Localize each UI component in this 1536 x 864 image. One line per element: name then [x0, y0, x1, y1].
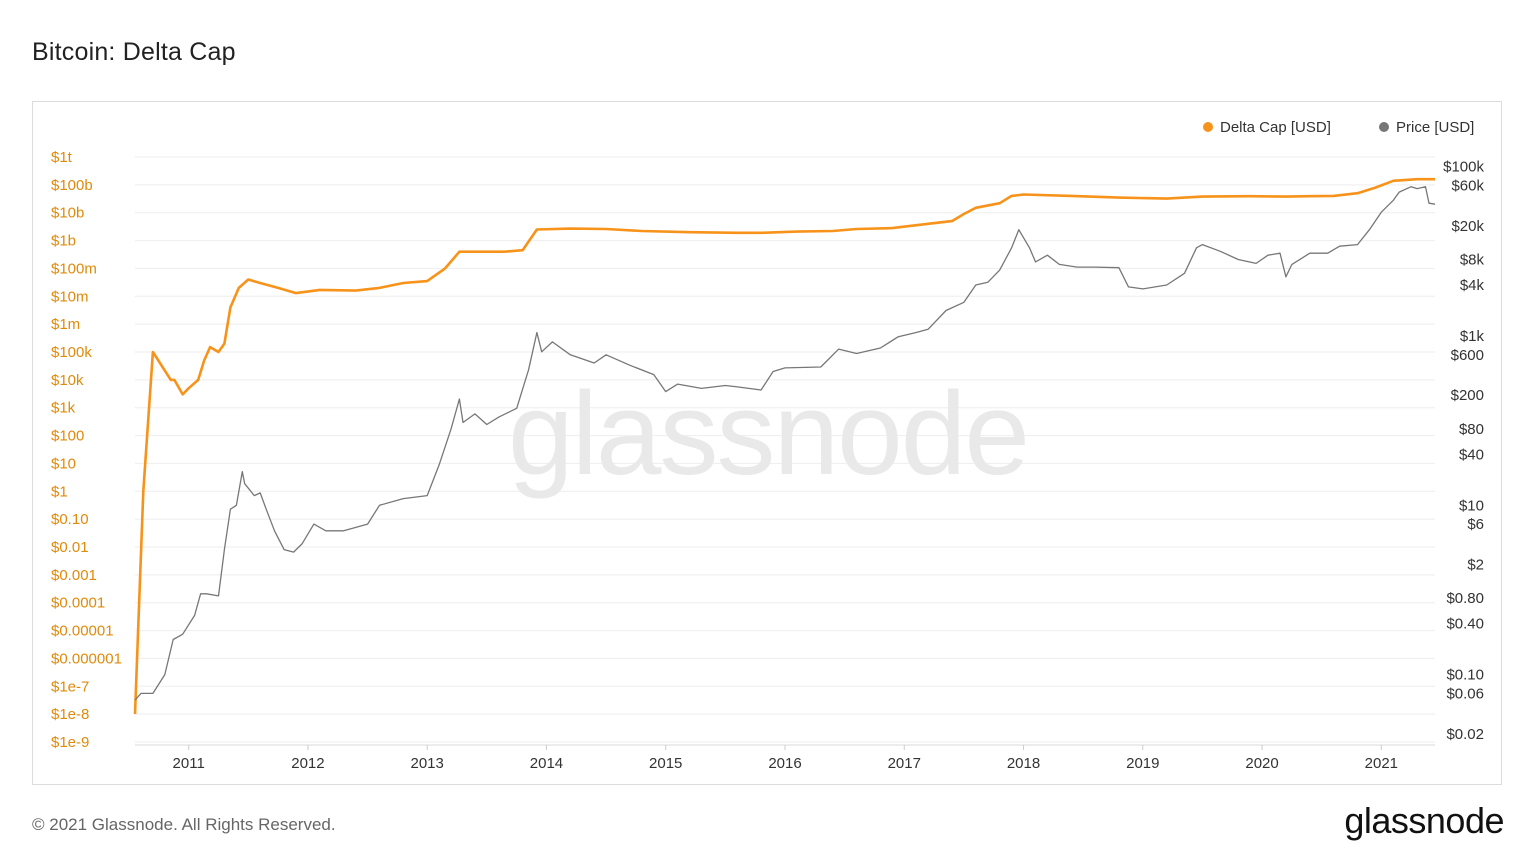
x-axis-tick-label: 2019 — [1126, 755, 1159, 772]
right-axis-tick-label: $1k — [1460, 328, 1485, 345]
right-axis-tick-label: $2 — [1467, 556, 1484, 573]
right-axis-tick-label: $100k — [1443, 159, 1484, 176]
left-axis-tick-label: $0.00001 — [51, 623, 114, 640]
right-axis-tick-label: $60k — [1451, 177, 1484, 194]
x-axis-tick-label: 2018 — [1007, 755, 1040, 772]
left-axis-tick-label: $100 — [51, 428, 84, 445]
right-axis-tick-label: $0.80 — [1446, 590, 1484, 607]
left-axis-tick-label: $1e-7 — [51, 678, 89, 695]
chart-panel: $1t $100b $10b $1b $100m $10m $1m $100k $10k $1k $… — [32, 101, 1502, 785]
right-axis-tick-label: $0.10 — [1446, 667, 1484, 684]
left-axis-tick-label: $0.10 — [51, 511, 89, 528]
left-axis-tick-label: $10k — [51, 372, 84, 389]
left-axis-tick-label: $10m — [51, 288, 89, 305]
right-axis-tick-label: $0.02 — [1446, 726, 1484, 743]
right-axis-tick-label: $4k — [1460, 277, 1485, 294]
x-axis-tick-label: 2017 — [888, 755, 921, 772]
left-axis-tick-label: $100b — [51, 177, 93, 194]
x-axis-tick-label: 2013 — [411, 755, 444, 772]
left-axis-tick-label: $0.000001 — [51, 650, 122, 667]
watermark-text: glassnode — [508, 368, 1028, 500]
right-axis-tick-label: $40 — [1459, 446, 1484, 463]
delta-cap-chart: $1t $100b $10b $1b $100m $10m $1m $100k $10k $1k $… — [51, 119, 1485, 772]
right-axis-tick-label: $20k — [1451, 218, 1484, 235]
left-axis-tick-label: $1k — [51, 400, 76, 417]
right-axis-tick-label: $600 — [1451, 347, 1484, 364]
delta-cap-series-line — [133, 177, 1435, 715]
left-axis-tick-label: $100k — [51, 344, 92, 361]
left-axis-tick-label: $1b — [51, 233, 76, 250]
x-axis-tick-label: 2011 — [173, 755, 205, 772]
left-axis-tick-label: $10 — [51, 455, 76, 472]
left-axis-tick-label: $0.001 — [51, 567, 97, 584]
legend-item-label: Price [USD] — [1396, 119, 1474, 136]
price-series-line — [134, 186, 1436, 701]
orange-dot-icon — [1203, 122, 1213, 132]
x-axis-tick-label: 2014 — [530, 755, 563, 772]
left-axis-tick-label: $1m — [51, 316, 80, 333]
right-axis-tick-label: $6 — [1467, 516, 1484, 533]
x-axis-tick-label: 2021 — [1365, 755, 1398, 772]
right-axis-tick-label: $0.40 — [1446, 616, 1484, 633]
right-axis-tick-label: $10 — [1459, 497, 1484, 514]
legend-item-label: Delta Cap [USD] — [1220, 119, 1331, 136]
left-axis-tick-label: $10b — [51, 205, 84, 222]
left-axis-tick-label: $1 — [51, 483, 68, 500]
copyright-text: © 2021 Glassnode. All Rights Reserved. — [32, 815, 336, 834]
left-axis-tick-label: $0.01 — [51, 539, 89, 556]
right-axis-tick-label: $200 — [1451, 387, 1484, 404]
left-axis-tick-label: $1t — [51, 149, 73, 166]
glassnode-logo: glassnode — [1344, 800, 1504, 841]
left-axis-tick-label: $1e-8 — [51, 706, 89, 723]
gray-dot-icon — [1379, 122, 1389, 132]
right-axis-tick-label: $8k — [1460, 252, 1485, 269]
x-axis-tick-label: 2015 — [649, 755, 682, 772]
left-axis-tick-label: $1e-9 — [51, 734, 89, 751]
left-axis-tick-label: $100m — [51, 260, 97, 277]
left-axis-tick-label: $0.0001 — [51, 595, 105, 612]
x-axis-tick-label: 2012 — [291, 755, 324, 772]
page-title: Bitcoin: Delta Cap — [32, 38, 236, 66]
right-axis-tick-label: $80 — [1459, 421, 1484, 438]
x-axis-tick-label: 2020 — [1245, 755, 1278, 772]
right-axis-tick-label: $0.06 — [1446, 685, 1484, 702]
x-axis-tick-label: 2016 — [768, 755, 801, 772]
